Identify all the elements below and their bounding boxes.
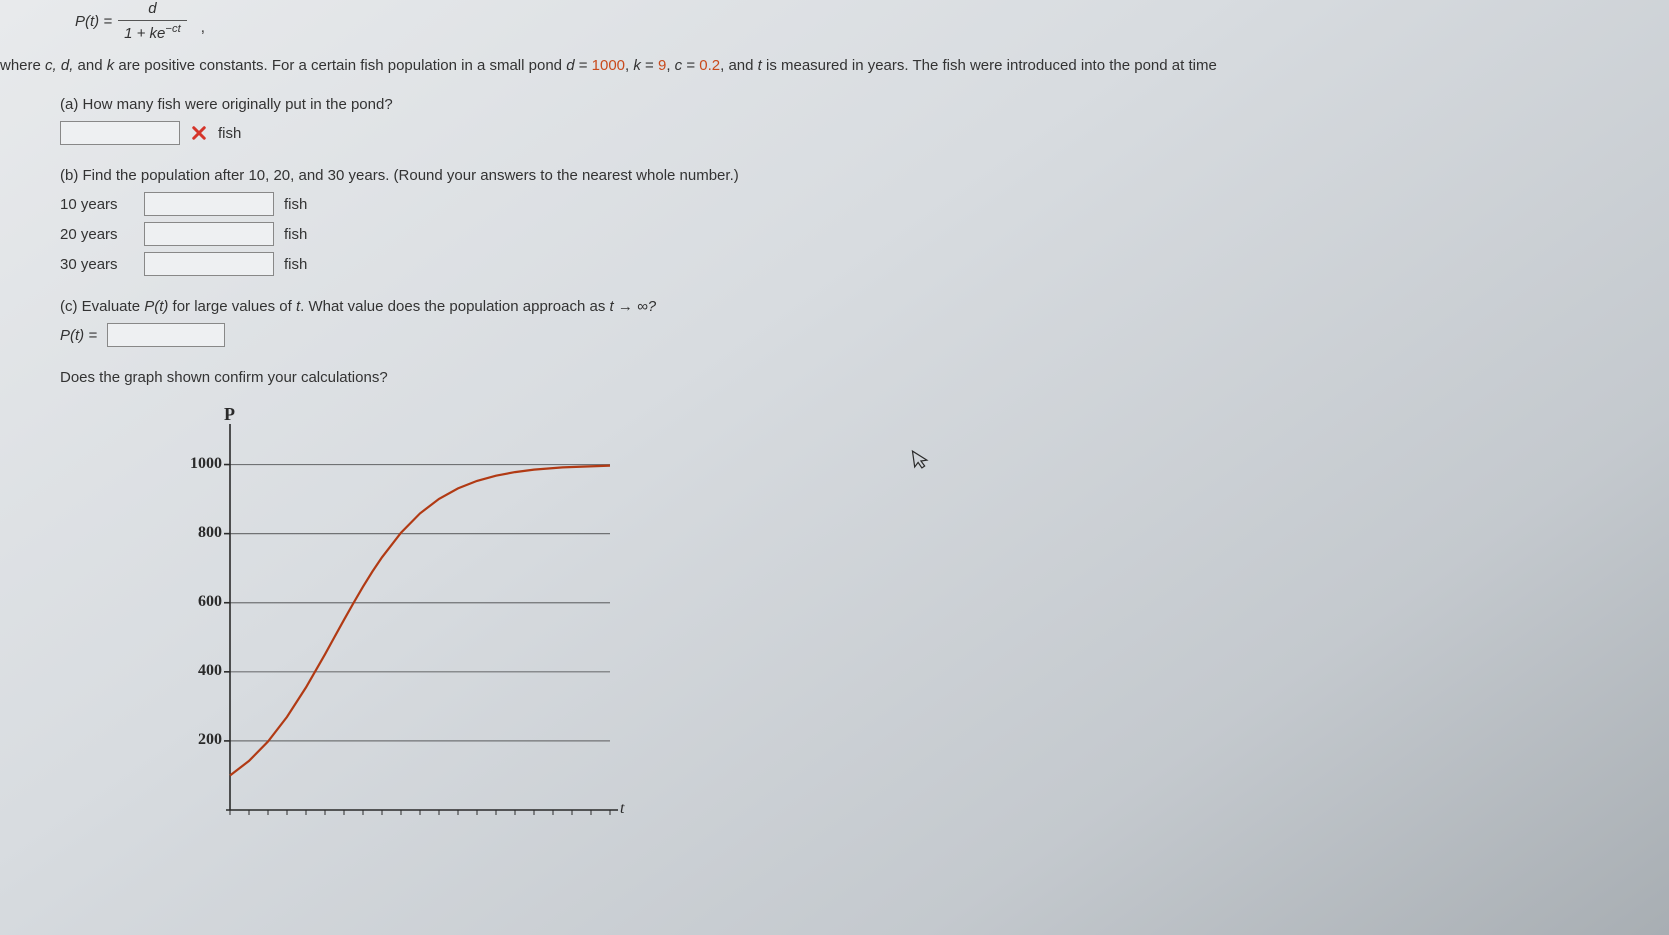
part-b-input-20[interactable] — [144, 222, 274, 246]
ytick-label: 200 — [174, 731, 222, 749]
intro-kk: k — [633, 57, 641, 74]
intro-cval: 0.2 — [699, 57, 720, 74]
intro-tail: is measured in years. The fish were intr… — [762, 57, 1217, 74]
part-c-input[interactable] — [107, 323, 225, 347]
part-b-input-30[interactable] — [144, 252, 274, 276]
part-a-answer-row: fish — [60, 121, 1669, 145]
formula-fraction: d 1 + ke−ct — [118, 0, 187, 43]
denom-prefix: 1 + ke — [124, 25, 165, 42]
intro-dval: 1000 — [592, 57, 625, 74]
intro-mid2: , and — [720, 57, 758, 74]
graph-prompt-section: Does the graph shown confirm your calcul… — [0, 369, 1669, 840]
cursor-icon — [910, 447, 932, 476]
part-b-row-10: 10 years fish — [60, 192, 1669, 216]
label-30-years: 30 years — [60, 256, 134, 273]
part-c-answer-row: P(t) = — [60, 323, 1669, 347]
unit-30: fish — [284, 256, 307, 273]
intro-vars: c, d, — [45, 57, 73, 74]
formula-lhs: P(t) = — [75, 13, 112, 30]
part-b-row-20: 20 years fish — [60, 222, 1669, 246]
label-20-years: 20 years — [60, 226, 134, 243]
part-c-question: (c) Evaluate P(t) for large values of t.… — [60, 298, 1669, 315]
part-a: (a) How many fish were originally put in… — [0, 96, 1669, 145]
intro-prefix: where — [0, 57, 45, 74]
formula-period: , — [201, 19, 205, 36]
intro-mid1: are positive constants. For a certain fi… — [114, 57, 566, 74]
formula-denominator: 1 + ke−ct — [118, 20, 187, 43]
denom-exp: −ct — [165, 23, 180, 35]
ytick-label: 400 — [174, 662, 222, 680]
part-a-unit: fish — [218, 125, 241, 142]
intro-text: where c, d, and k are positive constants… — [0, 43, 1669, 74]
intro-eqd: = — [575, 57, 592, 74]
intro-and: and — [73, 57, 106, 74]
formula-row: P(t) = d 1 + ke−ct , — [0, 0, 1669, 43]
unit-20: fish — [284, 226, 307, 243]
part-b-row-30: 30 years fish — [60, 252, 1669, 276]
x-axis-label: t — [620, 800, 624, 818]
incorrect-x-icon — [190, 124, 208, 142]
ytick-label: 1000 — [174, 455, 222, 473]
intro-eqk: = — [641, 57, 658, 74]
part-c-lhs: P(t) = — [60, 327, 97, 344]
c-limit: t → ∞? — [610, 298, 657, 315]
part-a-input[interactable] — [60, 121, 180, 145]
part-b-question: (b) Find the population after 10, 20, an… — [60, 167, 1669, 184]
y-axis-label: P — [224, 404, 235, 425]
c-q: . What value does the population approac… — [300, 298, 609, 315]
ytick-label: 800 — [174, 524, 222, 542]
c-pt: P(t) — [144, 298, 168, 315]
logistic-chart — [160, 410, 640, 840]
ytick-label: 600 — [174, 593, 222, 611]
c-mid: for large values of — [168, 298, 296, 315]
part-a-question: (a) How many fish were originally put in… — [60, 96, 1669, 113]
intro-d: d — [566, 57, 574, 74]
c-pre: (c) Evaluate — [60, 298, 144, 315]
unit-10: fish — [284, 196, 307, 213]
formula-numerator: d — [144, 0, 160, 20]
intro-c2: , — [666, 57, 674, 74]
graph-prompt: Does the graph shown confirm your calcul… — [60, 369, 1669, 386]
label-10-years: 10 years — [60, 196, 134, 213]
part-b: (b) Find the population after 10, 20, an… — [0, 167, 1669, 276]
logistic-curve — [230, 466, 610, 776]
part-b-input-10[interactable] — [144, 192, 274, 216]
intro-eqc: = — [682, 57, 699, 74]
part-c: (c) Evaluate P(t) for large values of t.… — [0, 298, 1669, 347]
